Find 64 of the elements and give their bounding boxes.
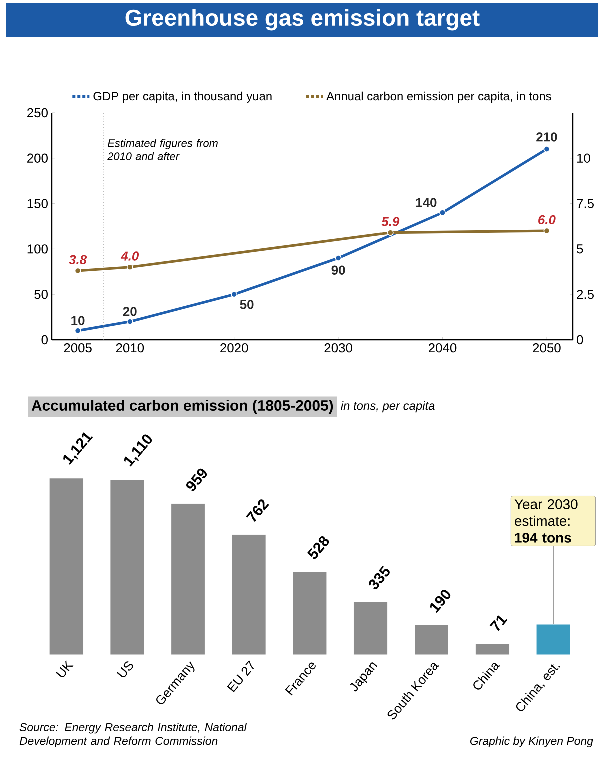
point <box>74 328 82 334</box>
bar <box>49 478 84 656</box>
data-label: 335 <box>369 566 390 590</box>
point <box>544 146 550 153</box>
y2-tick-label: 2.5 <box>577 290 594 300</box>
data-label: 4.0 <box>120 252 140 261</box>
legend-label: GDP per capita, in thousand yuan <box>94 92 272 103</box>
data-label: 3.8 <box>69 255 88 264</box>
y-tick-label: 50 <box>34 290 48 300</box>
y-tick-label: 0 <box>42 335 48 345</box>
data-label: 762 <box>246 500 270 522</box>
x-tick-label: UK <box>56 660 74 678</box>
point <box>126 318 134 326</box>
data-label: 5.9 <box>382 217 400 226</box>
point <box>126 264 134 271</box>
chart-title: Accumulated carbon emission (1805-2005) <box>32 400 334 414</box>
x-tick-label: US <box>117 662 134 678</box>
text: Graphic by Kinyen Pong <box>470 736 594 748</box>
data-label: 6.0 <box>538 215 556 225</box>
data-label: 210 <box>536 132 558 142</box>
bar <box>536 624 571 656</box>
y-tick-label: 200 <box>28 154 48 163</box>
bar <box>292 571 328 656</box>
point <box>544 228 550 234</box>
x-tick-label: EU 27 <box>227 660 254 693</box>
point <box>387 230 394 236</box>
legend-label: Annual carbon emission per capita, in tons <box>326 92 552 103</box>
data-label: 140 <box>416 198 437 208</box>
y2-tick-label: 7.5 <box>577 199 594 208</box>
bar <box>354 602 388 656</box>
point <box>440 210 446 216</box>
bar <box>414 624 450 656</box>
bar <box>232 534 266 656</box>
ref-line-label: Estimated figures from 2010 and after <box>108 139 218 160</box>
data-label: 50 <box>240 300 254 310</box>
y-tick-label: 150 <box>28 199 48 208</box>
y2-tick-label: 0 <box>577 335 584 345</box>
y-tick-label: 250 <box>28 108 48 118</box>
x-tick-label: 2020 <box>220 344 248 353</box>
point <box>231 291 238 298</box>
chart-title: Greenhouse gas emission target <box>126 9 480 31</box>
data-label: 190 <box>430 590 451 614</box>
data-label: 71 <box>490 616 508 632</box>
source-note: Source: Energy Research Institute, National Development and Reform Commission <box>20 723 248 748</box>
x-tick-label: 2040 <box>429 344 457 353</box>
bar <box>110 480 145 656</box>
annotation: Year 2030 estimate: 194 tons <box>514 500 578 543</box>
data-label: 20 <box>123 307 137 316</box>
x-tick-label: 2010 <box>116 344 144 353</box>
data-label: 90 <box>332 266 346 275</box>
x-tick-label: 2050 <box>533 344 561 353</box>
y-tick-label: 100 <box>28 244 48 254</box>
x-tick-label: 2030 <box>324 344 352 353</box>
data-label: 959 <box>186 468 208 492</box>
y2-tick-label: 10 <box>578 154 590 163</box>
data-label: 10 <box>72 316 85 326</box>
chart-subtitle: in tons, per capita <box>341 401 435 413</box>
y2-tick-label: 5 <box>577 244 584 254</box>
x-tick-label: 2005 <box>64 344 92 353</box>
point <box>74 268 82 274</box>
point <box>335 255 342 262</box>
bar <box>170 504 206 656</box>
data-label: 528 <box>307 536 330 560</box>
bar <box>475 644 510 656</box>
